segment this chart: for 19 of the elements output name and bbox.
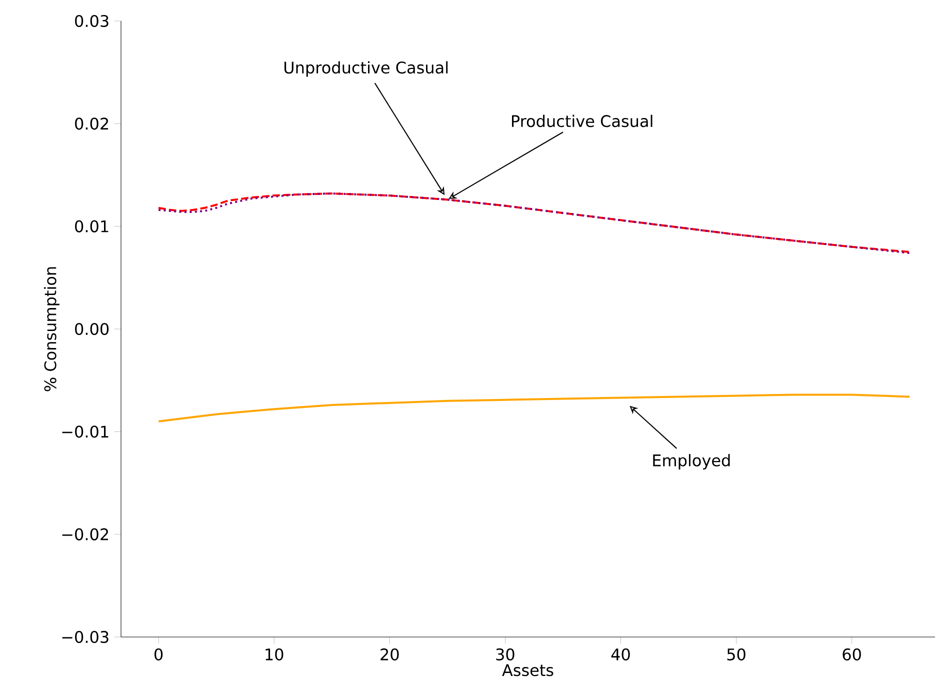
x-tick-label: 0 xyxy=(154,648,163,660)
y-tick-label: 0.01 xyxy=(75,220,108,232)
x-tick-label: 40 xyxy=(611,648,630,660)
x-tick-label: 10 xyxy=(266,648,284,660)
x-tick-label: 60 xyxy=(842,648,861,660)
x-tick-label: 50 xyxy=(727,648,746,660)
text: Unproductive Casual xyxy=(284,61,448,77)
text: Employed xyxy=(653,454,730,470)
y-tick-label: 0.03 xyxy=(75,14,108,28)
y-tick-label: −0.02 xyxy=(62,528,108,540)
y-tick-label: −0.01 xyxy=(62,426,108,438)
text: Productive Casual xyxy=(512,114,652,128)
x-axis-title: Assets xyxy=(502,664,554,676)
y-axis-title: % Consumption xyxy=(44,267,60,392)
y-tick-label: 0.00 xyxy=(75,322,109,336)
x-tick-label: 20 xyxy=(380,648,399,660)
y-tick-label: 0.02 xyxy=(75,118,108,130)
y-tick-label: −0.03 xyxy=(62,630,108,644)
x-tick-label: 30 xyxy=(496,648,514,660)
